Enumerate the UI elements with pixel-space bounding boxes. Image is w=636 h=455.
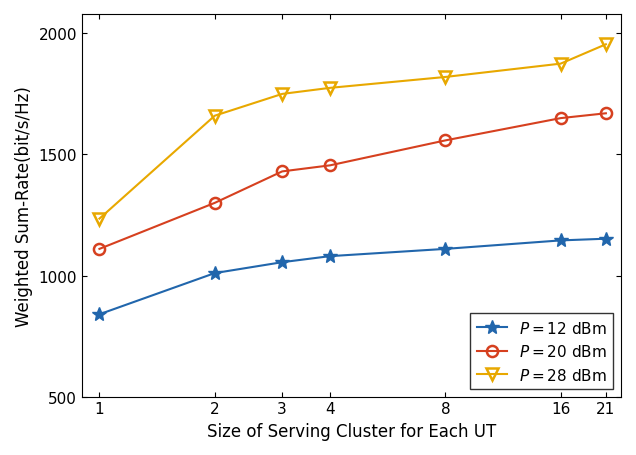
$P = 28$ dBm	[279, 92, 286, 97]
$P = 12$ dBm	[602, 237, 610, 242]
Line: $P = 28$ dBm: $P = 28$ dBm	[93, 39, 612, 225]
$P = 20$ dBm	[602, 111, 610, 117]
$P = 20$ dBm	[211, 201, 219, 206]
$P = 28$ dBm	[211, 114, 219, 119]
$P = 28$ dBm	[95, 217, 103, 222]
$P = 28$ dBm	[602, 42, 610, 48]
Line: $P = 20$ dBm: $P = 20$ dBm	[94, 108, 611, 255]
$P = 20$ dBm	[279, 169, 286, 175]
$P = 12$ dBm	[557, 238, 565, 243]
$P = 12$ dBm	[326, 254, 334, 259]
Y-axis label: Weighted Sum-Rate(bit/s/Hz): Weighted Sum-Rate(bit/s/Hz)	[15, 86, 33, 326]
X-axis label: Size of Serving Cluster for Each UT: Size of Serving Cluster for Each UT	[207, 422, 496, 440]
$P = 12$ dBm	[211, 271, 219, 276]
$P = 20$ dBm	[326, 163, 334, 169]
$P = 12$ dBm	[279, 260, 286, 265]
Line: $P = 12$ dBm: $P = 12$ dBm	[92, 232, 613, 322]
$P = 20$ dBm	[95, 247, 103, 252]
$P = 28$ dBm	[326, 86, 334, 91]
$P = 20$ dBm	[557, 116, 565, 121]
$P = 28$ dBm	[441, 75, 449, 81]
$P = 12$ dBm	[95, 312, 103, 317]
$P = 28$ dBm	[557, 62, 565, 67]
$P = 20$ dBm	[441, 138, 449, 144]
Legend: $P = 12$ dBm, $P = 20$ dBm, $P = 28$ dBm: $P = 12$ dBm, $P = 20$ dBm, $P = 28$ dBm	[471, 314, 613, 389]
$P = 12$ dBm	[441, 247, 449, 252]
